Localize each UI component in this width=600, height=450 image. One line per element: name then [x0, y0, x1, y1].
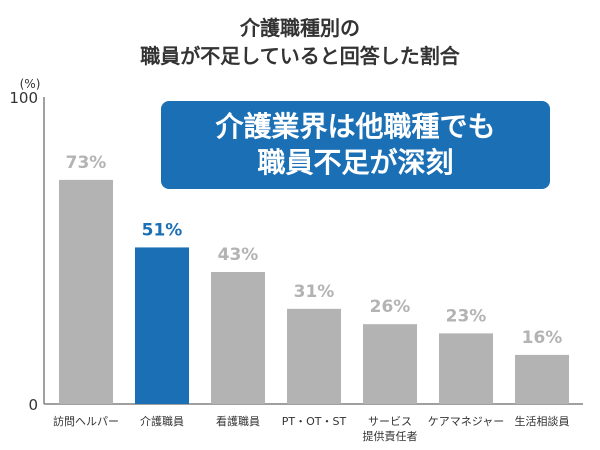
data-label-6: 23% — [446, 306, 487, 326]
bar-5 — [363, 324, 417, 404]
data-label-3: 43% — [218, 245, 259, 265]
data-label-1: 73% — [66, 153, 107, 173]
data-label-7: 16% — [522, 328, 563, 348]
data-label-5: 26% — [370, 297, 411, 317]
bar-7 — [515, 354, 569, 404]
y-axis-unit-label: (%) — [20, 77, 41, 91]
bar-2 — [135, 247, 189, 404]
callout-line-2: 職員不足が深刻 — [257, 146, 454, 179]
bar-3 — [211, 271, 265, 404]
y-tick-label: 0 — [28, 396, 38, 414]
category-label-3: 看護職員 — [216, 414, 260, 428]
category-label-4: PT・OT・ST — [282, 415, 347, 428]
chart-title-line-1: 介護職種別の — [240, 16, 360, 40]
chart-title-line-2: 職員が不足していると回答した割合 — [140, 44, 460, 68]
data-label-2: 51% — [142, 220, 183, 240]
category-label-5: サービス — [368, 415, 412, 428]
category-label-2: 介護職員 — [140, 414, 184, 428]
data-label-4: 31% — [294, 282, 335, 302]
category-label-7: 生活相談員 — [515, 414, 570, 428]
category-label-1: 訪問ヘルパー — [53, 414, 119, 428]
category-label-6: ケアマネジャー — [428, 415, 504, 428]
bar-6 — [439, 333, 493, 404]
callout-line-1: 介護業界は他職種でも — [215, 110, 496, 143]
callout-box: 介護業界は他職種でも 職員不足が深刻 — [161, 101, 550, 189]
y-tick-label: 100 — [9, 89, 38, 107]
category-label-5: 提供責任者 — [363, 429, 418, 443]
bar-4 — [287, 308, 341, 404]
bar-1 — [59, 179, 113, 404]
